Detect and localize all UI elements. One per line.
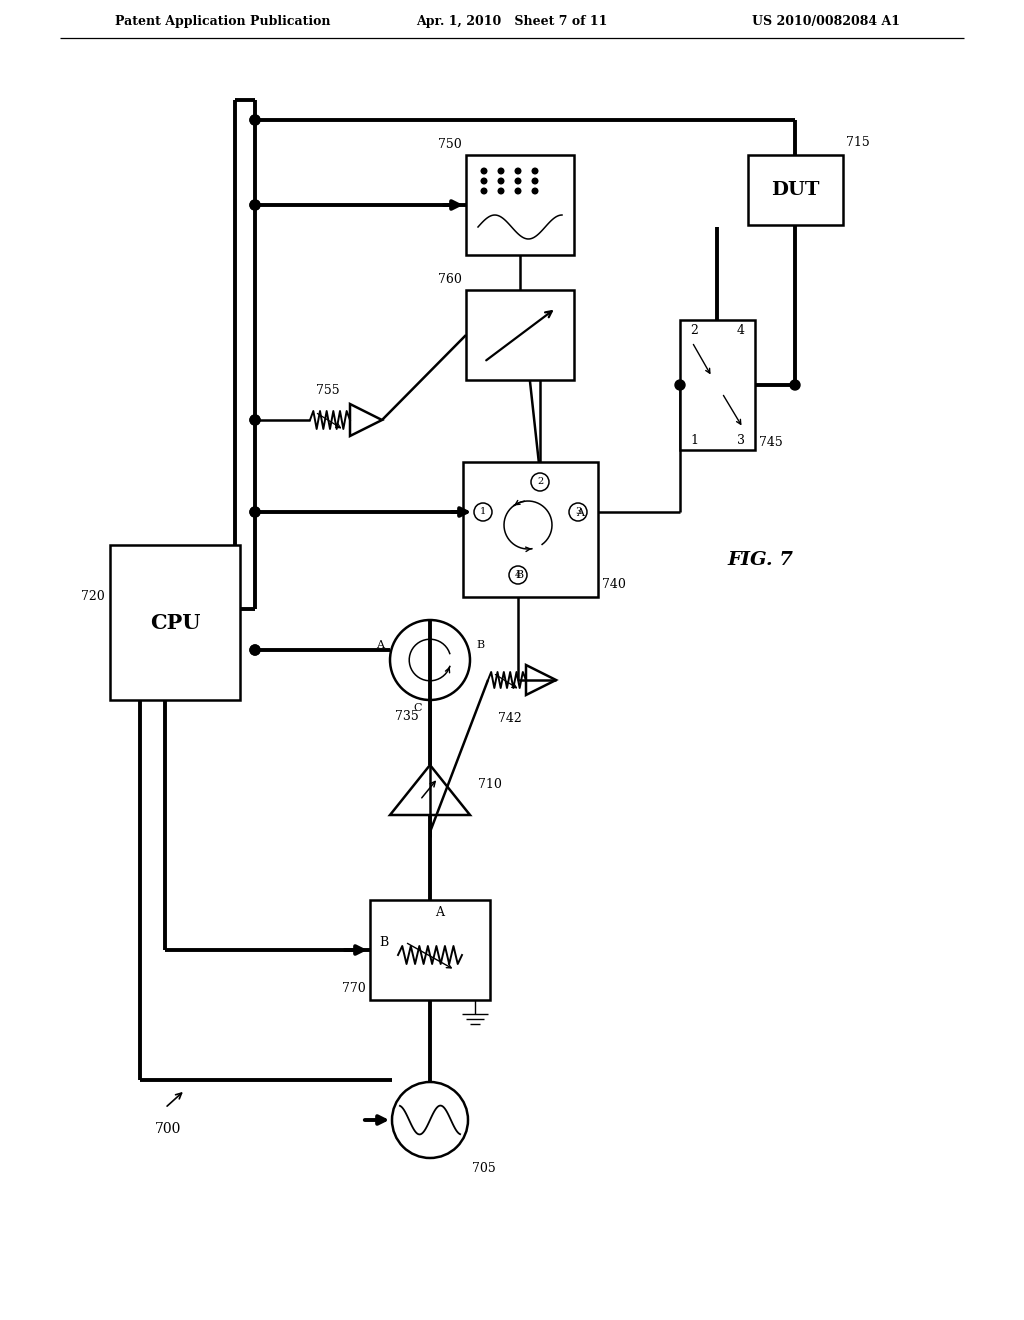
Text: 710: 710 bbox=[478, 779, 502, 792]
Text: Patent Application Publication: Patent Application Publication bbox=[115, 16, 331, 29]
Text: 720: 720 bbox=[81, 590, 105, 603]
Circle shape bbox=[250, 645, 260, 655]
Bar bbox=[463, 462, 598, 597]
Bar bbox=[680, 319, 755, 450]
Text: 1: 1 bbox=[480, 507, 486, 516]
Circle shape bbox=[250, 115, 260, 125]
Circle shape bbox=[250, 414, 260, 425]
Circle shape bbox=[532, 189, 538, 194]
Text: FIG. 7: FIG. 7 bbox=[727, 550, 793, 569]
Text: C: C bbox=[414, 704, 422, 713]
Text: Apr. 1, 2010   Sheet 7 of 11: Apr. 1, 2010 Sheet 7 of 11 bbox=[417, 16, 607, 29]
Circle shape bbox=[532, 168, 538, 174]
Text: 750: 750 bbox=[438, 139, 462, 150]
Bar bbox=[110, 545, 240, 700]
Circle shape bbox=[532, 178, 538, 183]
Text: 4: 4 bbox=[515, 570, 521, 579]
Text: 4: 4 bbox=[737, 323, 745, 337]
Text: 3: 3 bbox=[737, 433, 745, 446]
Circle shape bbox=[675, 380, 685, 389]
Text: 740: 740 bbox=[602, 578, 626, 591]
Circle shape bbox=[250, 115, 260, 125]
Text: 1: 1 bbox=[690, 433, 698, 446]
Bar bbox=[466, 154, 574, 255]
Circle shape bbox=[250, 507, 260, 517]
Circle shape bbox=[515, 178, 521, 183]
Text: A: A bbox=[575, 508, 584, 517]
Text: A: A bbox=[435, 906, 444, 919]
Text: A: A bbox=[376, 640, 384, 649]
Text: US 2010/0082084 A1: US 2010/0082084 A1 bbox=[752, 16, 900, 29]
Text: 760: 760 bbox=[438, 273, 462, 286]
Text: CPU: CPU bbox=[150, 612, 201, 634]
Text: 700: 700 bbox=[155, 1122, 181, 1137]
Circle shape bbox=[515, 168, 521, 174]
Circle shape bbox=[481, 168, 486, 174]
Text: 735: 735 bbox=[395, 710, 419, 722]
Circle shape bbox=[515, 189, 521, 194]
Circle shape bbox=[481, 178, 486, 183]
Circle shape bbox=[499, 189, 504, 194]
Text: 2: 2 bbox=[537, 478, 543, 487]
Text: B: B bbox=[476, 640, 484, 649]
Text: 745: 745 bbox=[759, 436, 782, 449]
Text: 2: 2 bbox=[690, 323, 698, 337]
Circle shape bbox=[481, 189, 486, 194]
Bar bbox=[466, 290, 574, 380]
Circle shape bbox=[250, 414, 260, 425]
Text: B: B bbox=[515, 570, 523, 579]
Bar bbox=[748, 154, 843, 224]
Text: DUT: DUT bbox=[771, 181, 819, 199]
Circle shape bbox=[790, 380, 800, 389]
Text: 705: 705 bbox=[472, 1162, 496, 1175]
Text: B: B bbox=[379, 936, 388, 949]
Circle shape bbox=[250, 645, 260, 655]
Circle shape bbox=[250, 201, 260, 210]
Circle shape bbox=[250, 201, 260, 210]
Text: 715: 715 bbox=[846, 136, 869, 149]
Text: 755: 755 bbox=[316, 384, 340, 396]
Bar bbox=[370, 900, 490, 1001]
Text: 3: 3 bbox=[574, 507, 582, 516]
Circle shape bbox=[499, 168, 504, 174]
Circle shape bbox=[499, 178, 504, 183]
Text: 770: 770 bbox=[342, 982, 366, 995]
Text: 742: 742 bbox=[498, 711, 522, 725]
Circle shape bbox=[250, 507, 260, 517]
